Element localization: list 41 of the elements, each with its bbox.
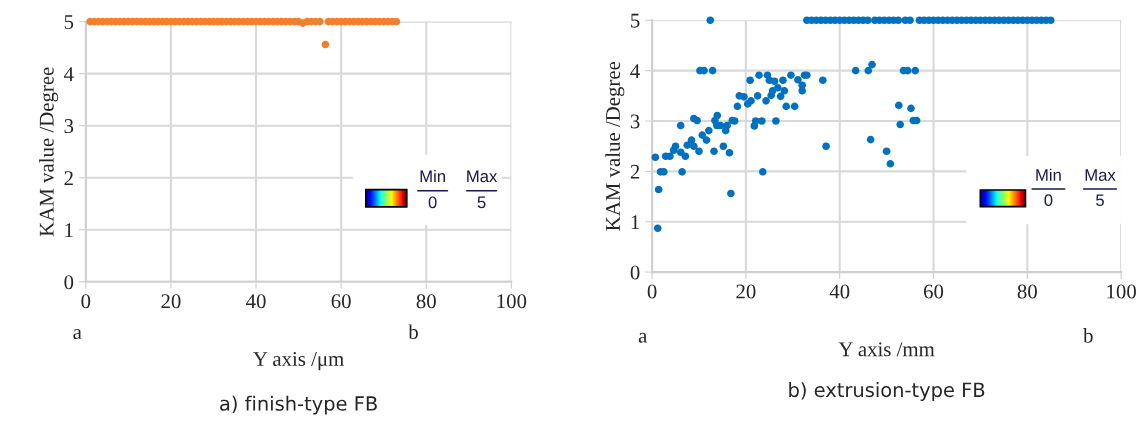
- x-tick-label: 60: [923, 284, 944, 299]
- y-tick-label: 5: [64, 15, 74, 30]
- x-tick-label: 40: [829, 284, 850, 299]
- annotation: 5: [477, 196, 486, 209]
- x-axis-title: Y axis /mm: [838, 342, 935, 357]
- text: a: [73, 329, 82, 340]
- x-tick-label: 40: [246, 294, 266, 309]
- y-tick-label: 1: [631, 215, 640, 229]
- x-tick-label: 0: [81, 294, 91, 309]
- text: b) extrusion-type FB: [789, 382, 985, 401]
- y-axis-title: KAM value /Degree: [605, 61, 625, 231]
- x-tick-label: 100: [497, 294, 527, 309]
- y-tick-label: 3: [64, 119, 74, 134]
- y-tick-label: 0: [630, 265, 640, 280]
- x-tick-label: 20: [736, 284, 756, 299]
- x-tick-label: 60: [331, 294, 351, 309]
- x-tick-label: 80: [416, 294, 436, 309]
- annotation: Min: [1036, 168, 1061, 181]
- x-tick-label: 20: [161, 294, 181, 309]
- text: b: [1083, 328, 1093, 343]
- y-tick-label: 4: [630, 64, 640, 78]
- annotation: Min: [420, 169, 445, 183]
- x-tick-label: 0: [647, 284, 657, 299]
- y-tick-label: 3: [630, 114, 640, 129]
- text: a: [638, 332, 648, 343]
- y-tick-label: 4: [63, 67, 74, 81]
- annotation: 5: [1096, 194, 1104, 207]
- annotation: 0: [428, 196, 437, 209]
- annotation: Max: [467, 170, 498, 183]
- x-axis-title: Y axis /μm: [253, 352, 344, 371]
- text: a) finish-type FB: [220, 395, 377, 415]
- y-tick-label: 1: [65, 223, 73, 237]
- x-tick-label: 100: [1107, 284, 1136, 299]
- y-tick-label: 2: [630, 164, 640, 179]
- x-tick-label: 80: [1017, 284, 1037, 299]
- y-axis-title: KAM value /Degree: [39, 67, 59, 237]
- annotation: Max: [1085, 169, 1116, 181]
- annotation: 0: [1044, 194, 1053, 207]
- y-tick-label: 2: [64, 171, 73, 185]
- y-tick-label: 5: [631, 13, 640, 28]
- text: b: [408, 324, 418, 340]
